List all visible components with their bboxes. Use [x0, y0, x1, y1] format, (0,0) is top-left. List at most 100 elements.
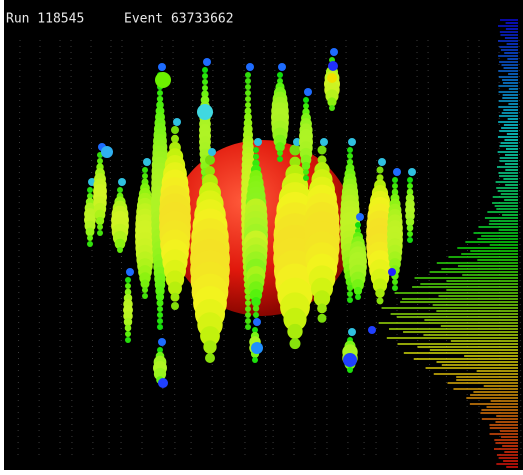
dom-hit [327, 73, 337, 83]
run-label: Run 118545 [6, 12, 84, 27]
dom-hit [347, 147, 353, 153]
dom-hit [157, 90, 163, 96]
dom-hit [158, 378, 168, 388]
dom-hit [407, 177, 413, 183]
dom-hit [171, 135, 179, 143]
dom-hit [392, 285, 398, 291]
dom-hit [203, 58, 211, 66]
dom-hit [142, 173, 148, 179]
dom-hit [347, 297, 353, 303]
dom-hit [202, 73, 208, 79]
dom-hit [142, 293, 148, 299]
dom-hit [302, 162, 310, 170]
dom-hit [377, 297, 384, 304]
dom-hit [253, 305, 260, 312]
dom-hit [208, 148, 216, 156]
dom-hit [245, 72, 251, 78]
dom-hit [245, 318, 251, 324]
dom-hit [253, 312, 259, 318]
dom-hit [157, 300, 164, 307]
dom-hit [304, 88, 312, 96]
dom-hit [318, 314, 327, 323]
dom-hit [142, 287, 148, 293]
dom-hit [205, 353, 215, 363]
dom-hit [347, 291, 353, 297]
dom-hit [317, 304, 327, 314]
dom-hit [278, 63, 286, 71]
dom-hit [407, 225, 414, 232]
dom-hit [318, 146, 327, 155]
dom-hit [143, 158, 151, 166]
dom-hit [142, 167, 148, 173]
dom-hit [202, 67, 208, 73]
dom-hit [118, 178, 126, 186]
dom-hit [245, 312, 251, 318]
dom-hit [197, 104, 213, 120]
dom-hit [392, 279, 398, 285]
dom-hit [125, 325, 132, 332]
dom-hit [126, 268, 134, 276]
dom-hit [277, 72, 283, 78]
dom-hit [125, 283, 131, 289]
dom-hit [245, 90, 251, 96]
dom-hit [393, 168, 401, 176]
event-view: Run 118545 Event 63733662 [0, 0, 523, 475]
dom-hit [290, 338, 301, 349]
dom-hit [157, 318, 163, 324]
dom-hit [375, 288, 384, 297]
dom-hit [407, 183, 413, 189]
dom-hit [245, 96, 251, 102]
dom-hit [368, 326, 376, 334]
dom-hit [287, 324, 302, 339]
dom-hit [245, 306, 251, 312]
dom-hit [87, 241, 93, 247]
dom-hit [378, 158, 386, 166]
dom-hit [328, 61, 338, 71]
dom-hit [290, 145, 301, 156]
dom-hit [254, 138, 262, 146]
dom-hit [245, 78, 251, 84]
dom-hit [392, 183, 398, 189]
dom-hit [330, 48, 338, 56]
dom-hit [245, 324, 251, 330]
dom-hit [97, 224, 103, 230]
dom-hit [320, 138, 328, 146]
dom-hit [125, 277, 131, 283]
dom-hit [157, 312, 163, 318]
dom-hit [407, 231, 413, 237]
dom-hit [348, 328, 356, 336]
dom-hit [97, 230, 103, 236]
dom-hit [354, 287, 362, 295]
dom-hit [205, 155, 215, 165]
dom-hit [303, 175, 309, 181]
dom-hit [356, 213, 364, 221]
event-display: Run 118545 Event 63733662 [0, 0, 523, 475]
dom-hit [87, 187, 93, 193]
dom-hit [246, 63, 254, 71]
dom-hit [245, 102, 251, 108]
dom-hit [392, 177, 398, 183]
dom-hit [253, 318, 261, 326]
dom-hit [203, 340, 216, 353]
dom-hit [388, 268, 396, 276]
dom-hit [329, 105, 335, 111]
dom-hit [96, 217, 104, 225]
event-label: Event 63733662 [124, 12, 234, 27]
dom-hit [155, 72, 171, 88]
dom-hit [251, 342, 263, 354]
dom-hit [125, 337, 131, 343]
dom-hit [158, 63, 166, 71]
dom-hit [303, 97, 309, 103]
dom-hit [277, 156, 283, 162]
dom-hit [117, 187, 123, 193]
dom-hit [245, 84, 251, 90]
dom-hit [202, 85, 208, 91]
dom-hit [407, 237, 413, 243]
dom-hit [355, 222, 361, 228]
dom-hit [347, 367, 353, 373]
dom-hit [97, 158, 103, 164]
dom-hit [277, 150, 283, 156]
dom-hit [253, 154, 259, 160]
dom-hit [252, 357, 258, 363]
dom-hit [171, 293, 180, 302]
